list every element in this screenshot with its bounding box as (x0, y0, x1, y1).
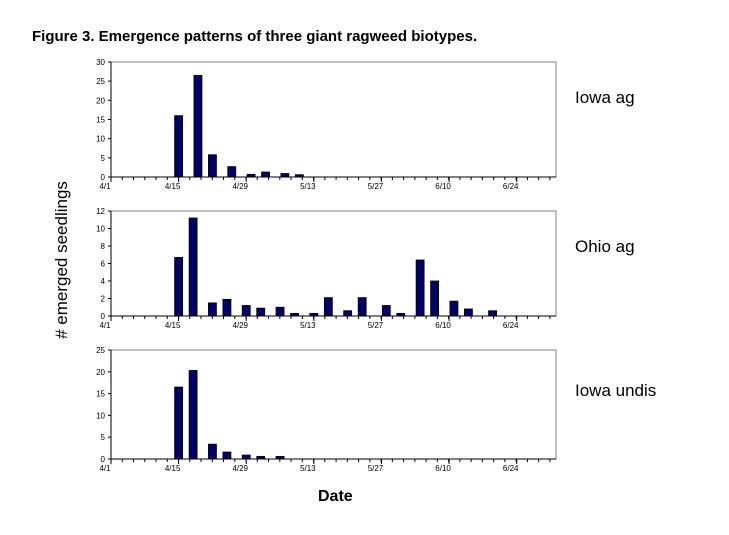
bar (174, 115, 184, 178)
x-tick-label: 5/13 (300, 182, 316, 191)
x-tick-label: 6/24 (503, 182, 519, 191)
x-tick-label: 5/13 (300, 464, 316, 473)
bar (261, 171, 270, 178)
bar (193, 75, 203, 178)
bar (208, 154, 217, 178)
bar (430, 280, 440, 317)
bar (241, 454, 251, 460)
x-tick-label: 4/1 (99, 321, 111, 330)
x-tick-label: 6/10 (435, 464, 451, 473)
bar (227, 166, 237, 178)
bar (256, 455, 266, 460)
bar (357, 297, 367, 317)
bar (256, 307, 266, 317)
x-tick-label: 4/1 (99, 464, 111, 473)
bar (275, 306, 285, 317)
x-tick-label: 4/15 (165, 321, 181, 330)
x-tick-label: 5/27 (368, 182, 384, 191)
bar (396, 312, 406, 317)
y-tick-label: 20 (96, 96, 105, 105)
x-tick-label: 4/15 (165, 464, 181, 473)
bar (222, 298, 232, 317)
panel-label-iowa-undis: Iowa undis (575, 381, 657, 400)
figure-title: Figure 3. Emergence patterns of three gi… (32, 28, 478, 45)
bar (464, 308, 473, 317)
x-axis-label: Date (318, 488, 353, 505)
x-tick-label: 6/10 (435, 182, 451, 191)
bar (309, 312, 319, 317)
x-tick-label: 4/15 (165, 182, 181, 191)
x-tick-label: 6/10 (435, 321, 451, 330)
bar (343, 310, 353, 317)
bar (280, 173, 290, 178)
bar (208, 443, 217, 460)
y-tick-label: 10 (96, 225, 105, 234)
bar (290, 312, 299, 317)
x-tick-label: 6/24 (503, 321, 519, 330)
y-tick-label: 12 (96, 207, 105, 216)
y-tick-label: 25 (96, 77, 105, 86)
x-tick-label: 5/27 (368, 464, 384, 473)
y-tick-label: 0 (101, 455, 106, 464)
bar (246, 173, 256, 178)
x-tick-label: 4/29 (232, 464, 248, 473)
y-tick-label: 30 (96, 58, 105, 67)
y-tick-label: 15 (96, 390, 105, 399)
y-tick-label: 25 (96, 346, 105, 355)
bar (294, 174, 304, 178)
y-tick-label: 8 (101, 242, 106, 251)
y-tick-label: 6 (101, 260, 106, 269)
x-tick-label: 5/13 (300, 321, 316, 330)
plot-frame (110, 349, 557, 460)
y-tick-label: 0 (101, 312, 106, 321)
x-tick-label: 6/24 (503, 464, 519, 473)
bar (222, 451, 232, 460)
panel-label-iowa-ag: Iowa ag (575, 88, 635, 107)
x-tick-label: 4/29 (232, 321, 248, 330)
plot-frame (110, 210, 557, 317)
bar (188, 217, 198, 317)
bar (449, 300, 459, 317)
bar (241, 305, 251, 317)
y-tick-label: 15 (96, 116, 105, 125)
y-tick-label: 10 (96, 411, 105, 420)
y-tick-label: 20 (96, 368, 105, 377)
panel-label-ohio-ag: Ohio ag (575, 237, 635, 256)
bar (415, 259, 425, 317)
bar (174, 386, 184, 460)
bar (488, 310, 497, 317)
bar (275, 455, 285, 460)
y-tick-label: 4 (101, 277, 106, 286)
bar (188, 370, 198, 460)
x-tick-label: 4/29 (232, 182, 248, 191)
bar (381, 305, 391, 317)
bar (174, 256, 184, 317)
bar (208, 302, 217, 317)
y-tick-label: 2 (101, 295, 106, 304)
y-tick-label: 5 (101, 433, 106, 442)
y-tick-label: 0 (101, 173, 106, 182)
y-tick-label: 10 (96, 135, 105, 144)
x-tick-label: 4/1 (99, 182, 111, 191)
bar (323, 297, 333, 317)
y-tick-label: 5 (101, 154, 106, 163)
x-tick-label: 5/27 (368, 321, 384, 330)
